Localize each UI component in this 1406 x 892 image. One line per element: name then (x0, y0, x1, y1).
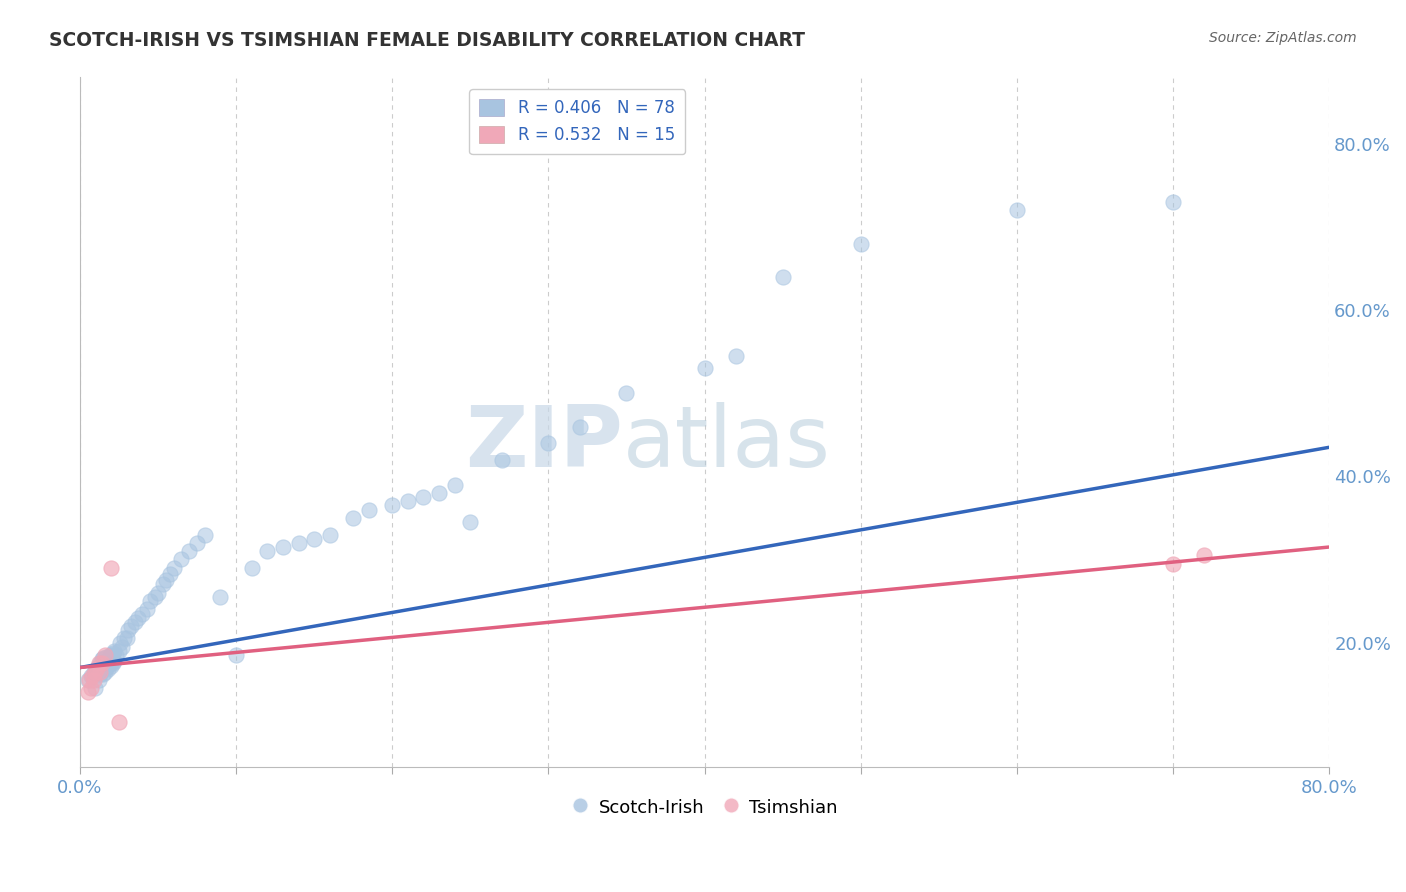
Point (100, 561, 122, 575)
Point (103, 654, 125, 668)
Point (1161, 557, 1184, 571)
Point (1194, 549, 1216, 563)
Point (91, 658, 114, 673)
Point (100, 658, 122, 673)
Point (100, 648, 122, 662)
Point (87, 665, 110, 679)
Point (83, 673, 105, 687)
Point (537, 436, 560, 450)
Point (111, 640, 134, 654)
Point (186, 536, 208, 550)
Point (117, 623, 139, 637)
Point (724, 349, 747, 363)
Point (381, 499, 404, 513)
Text: Source: ZipAtlas.com: Source: ZipAtlas.com (1209, 31, 1357, 45)
Point (146, 585, 169, 599)
Point (772, 269, 794, 284)
Point (101, 646, 124, 660)
Point (94, 665, 117, 679)
Point (108, 644, 131, 658)
Point (194, 527, 217, 541)
Point (427, 486, 450, 500)
Point (97, 662, 120, 676)
Point (225, 648, 247, 662)
Point (110, 635, 132, 649)
Point (80, 669, 103, 683)
Point (90, 660, 112, 674)
Point (458, 515, 481, 529)
Point (342, 511, 364, 525)
Point (101, 657, 124, 671)
Point (103, 644, 125, 658)
Point (89, 667, 111, 681)
Point (159, 567, 181, 582)
Point (96, 660, 118, 674)
Point (84, 665, 107, 679)
Point (170, 552, 193, 566)
Point (104, 648, 127, 662)
Point (131, 607, 153, 621)
Point (89, 657, 111, 671)
Point (1161, 195, 1184, 210)
Point (240, 561, 263, 575)
Point (86, 660, 108, 674)
Point (287, 536, 309, 550)
Point (120, 619, 142, 633)
Point (139, 594, 162, 608)
Point (76, 673, 98, 687)
Text: SCOTCH-IRISH VS TSIMSHIAN FEMALE DISABILITY CORRELATION CHART: SCOTCH-IRISH VS TSIMSHIAN FEMALE DISABIL… (49, 31, 806, 50)
Point (271, 540, 294, 554)
Point (112, 632, 135, 646)
Text: ZIP: ZIP (465, 401, 623, 484)
Point (162, 561, 184, 575)
Point (115, 632, 138, 646)
Point (80, 681, 103, 696)
Point (84, 665, 107, 679)
Point (124, 615, 146, 629)
Point (179, 544, 201, 558)
Point (84, 681, 107, 696)
Point (302, 532, 325, 546)
Point (91, 650, 114, 665)
Point (96, 649, 118, 664)
Point (357, 502, 380, 516)
Point (90, 652, 112, 666)
Point (616, 386, 638, 401)
Point (136, 602, 159, 616)
Point (143, 590, 166, 604)
Point (209, 590, 232, 604)
Point (76, 685, 98, 699)
Point (90, 657, 112, 671)
Point (89, 665, 111, 679)
Point (1005, 203, 1028, 218)
Point (256, 544, 278, 558)
Point (108, 714, 131, 729)
Point (97, 652, 120, 666)
Point (87, 673, 110, 687)
Point (127, 610, 149, 624)
Legend: Scotch-Irish, Tsimshian: Scotch-Irish, Tsimshian (564, 791, 845, 824)
Point (568, 419, 591, 434)
Point (319, 527, 342, 541)
Text: atlas: atlas (623, 401, 831, 484)
Point (94, 648, 117, 662)
Point (849, 236, 872, 251)
Point (396, 494, 419, 508)
Point (155, 574, 177, 588)
Point (86, 660, 108, 674)
Point (77, 673, 100, 687)
Point (94, 654, 117, 668)
Point (491, 452, 513, 467)
Point (82, 669, 104, 683)
Point (693, 361, 716, 376)
Point (83, 665, 105, 679)
Point (412, 490, 434, 504)
Point (98, 648, 121, 662)
Point (152, 577, 174, 591)
Point (443, 477, 465, 491)
Point (91, 667, 114, 681)
Point (87, 657, 110, 671)
Point (98, 657, 121, 672)
